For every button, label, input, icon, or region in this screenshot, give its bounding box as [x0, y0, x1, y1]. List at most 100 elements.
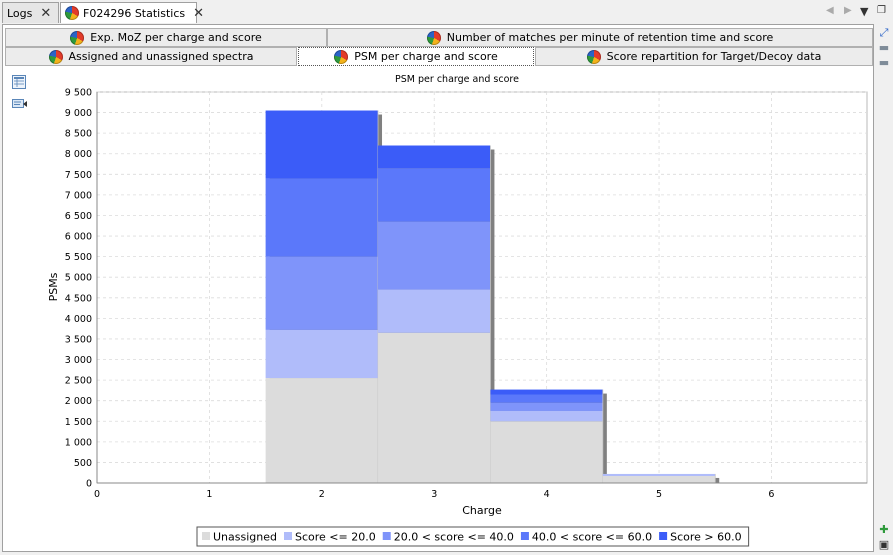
y-axis-label: PSMs [47, 272, 60, 301]
scroll-right-icon[interactable]: ▶ [844, 5, 852, 16]
bar-segment [378, 332, 491, 483]
legend: Unassigned Score <= 20.0 20.0 < score <= 4… [196, 526, 750, 547]
y-tick-label: 3 000 [65, 355, 92, 366]
legend-swatch [659, 532, 668, 540]
maximize-icon[interactable]: ⤢ [879, 26, 889, 39]
bar-segment [490, 389, 603, 395]
x-axis-label: Charge [462, 504, 502, 517]
legend-swatch [520, 532, 529, 540]
legend-label: 20.0 < score <= 40.0 [394, 531, 514, 544]
save-icon[interactable]: ▣ [878, 538, 890, 551]
y-tick-label: 5 500 [65, 252, 92, 263]
y-tick-label: 2 500 [65, 376, 92, 387]
tab-statistics-label: F024296 Statistics [83, 6, 186, 20]
legend-label: Score > 60.0 [670, 531, 742, 544]
statistics-pie-icon [48, 49, 63, 64]
export-image-icon-glyph [12, 99, 27, 108]
add-icon[interactable]: ✚ [879, 523, 889, 536]
legend-swatch [382, 532, 391, 540]
tab-logs-label: Logs [7, 6, 33, 20]
chart-area: PSM per charge and score 0 500 1 000 1 500 2… [5, 68, 873, 550]
x-tick-label: 1 [206, 489, 212, 500]
tab-statistics[interactable]: F024296 Statistics ✕ [60, 2, 204, 23]
bar-segment [265, 256, 379, 330]
bar-segment [265, 178, 379, 257]
statistics-pie-icon [586, 49, 601, 64]
statistics-pie-icon [70, 30, 85, 45]
bar-segment [265, 329, 379, 379]
export-image-icon[interactable] [12, 98, 27, 112]
y-tick-label: 1 000 [65, 437, 92, 448]
bar-segment [265, 378, 379, 483]
legend-label: 40.0 < score <= 60.0 [532, 531, 652, 544]
legend-swatch [202, 532, 210, 540]
grid-view-icon[interactable] [12, 75, 26, 89]
chart-title: PSM per charge and score [395, 74, 519, 85]
bar-segment [490, 410, 603, 422]
bar-segment [602, 476, 716, 483]
y-tick-label: 6 500 [65, 211, 92, 222]
statistics-pie-icon [65, 6, 79, 20]
bars [265, 110, 720, 484]
tab-label: Score repartition for Target/Decoy data [606, 50, 822, 63]
y-tick-label: 7 500 [65, 170, 92, 181]
close-icon[interactable]: ✕ [40, 5, 52, 21]
tab-label: Assigned and unassigned spectra [68, 50, 254, 63]
legend-label: Score <= 20.0 [295, 531, 376, 544]
tab-label: PSM per charge and score [354, 50, 498, 63]
comment-icon[interactable]: ▬ [878, 56, 890, 69]
bar-segment [378, 221, 491, 290]
y-tick-label: 0 [86, 479, 92, 490]
bar-segment [378, 145, 491, 169]
comment-icon[interactable]: ▬ [878, 41, 890, 54]
axes: 0 500 1 000 1 500 2 000 2 500 3 000 3 500 4 000 4… [65, 88, 867, 500]
bar-segment [378, 289, 491, 333]
legend-label: Unassigned [213, 531, 277, 544]
statistics-panel: Exp. MoZ per charge and score Number of … [2, 24, 874, 552]
restore-window-icon[interactable]: ❐ [877, 5, 886, 16]
chevron-down-icon[interactable]: ▼ [860, 5, 869, 18]
tab-label: Number of matches per minute of retentio… [446, 31, 774, 44]
y-tick-label: 7 000 [65, 190, 92, 201]
y-tick-label: 5 000 [65, 273, 92, 284]
bar-segment [490, 421, 603, 483]
tab-exp-moz[interactable]: Exp. MoZ per charge and score [5, 28, 327, 47]
bar-segment [378, 168, 491, 222]
y-tick-label: 9 500 [65, 88, 92, 99]
x-tick-label: 3 [431, 489, 437, 500]
psm-chart: PSM per charge and score 0 500 1 000 1 500 2… [47, 74, 868, 547]
y-tick-label: 3 500 [65, 334, 92, 345]
close-icon[interactable]: ✕ [193, 5, 205, 21]
y-tick-label: 2 000 [65, 396, 92, 407]
right-toolbar: ⤢ ▬ ▬ ✚ ▣ [876, 24, 893, 552]
tab-logs[interactable]: Logs ✕ [2, 2, 59, 23]
y-tick-label: 6 000 [65, 232, 92, 243]
y-tick-label: 8 500 [65, 129, 92, 140]
bar-segment [602, 473, 716, 477]
tab-label: Exp. MoZ per charge and score [90, 31, 262, 44]
tab-psm-per-charge[interactable]: PSM per charge and score [298, 47, 534, 66]
scroll-left-icon[interactable]: ◀ [826, 5, 834, 16]
tab-assigned-unassigned[interactable]: Assigned and unassigned spectra [5, 47, 297, 66]
x-tick-label: 6 [768, 489, 774, 500]
y-tick-label: 500 [74, 458, 92, 469]
x-tick-label: 0 [94, 489, 100, 500]
document-tab-bar: Logs ✕ F024296 Statistics ✕ ◀ ▶ ▼ ❐ [0, 0, 893, 24]
legend-box [196, 526, 750, 547]
y-tick-label: 4 500 [65, 293, 92, 304]
x-tick-label: 5 [656, 489, 662, 500]
y-tick-label: 4 000 [65, 314, 92, 325]
x-tick-label: 2 [319, 489, 325, 500]
tab-score-repartition[interactable]: Score repartition for Target/Decoy data [535, 47, 873, 66]
y-tick-label: 1 500 [65, 417, 92, 428]
y-tick-label: 8 000 [65, 149, 92, 160]
grid-view-icon-glyph [14, 77, 24, 87]
x-tick-label: 4 [544, 489, 550, 500]
bar-segment [265, 110, 379, 179]
statistics-pie-icon [334, 49, 349, 64]
tab-matches-per-minute[interactable]: Number of matches per minute of retentio… [327, 28, 873, 47]
bar-segment [490, 394, 603, 403]
statistics-pie-icon [426, 30, 441, 45]
bar-segment [490, 402, 603, 411]
legend-swatch [284, 532, 292, 540]
